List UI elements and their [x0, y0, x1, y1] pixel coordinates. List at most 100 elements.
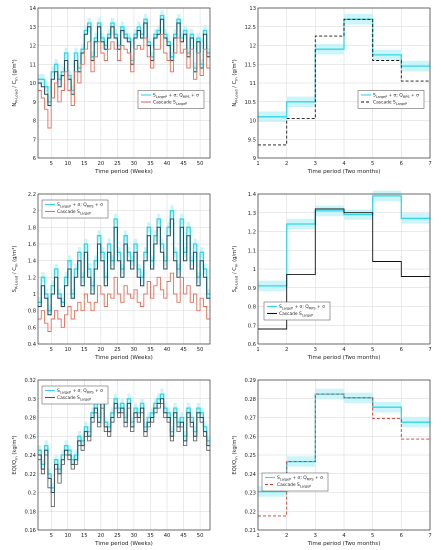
x-axis-label: Time period (Weeks)	[94, 169, 153, 175]
x-axis-label: Time period (Two months)	[307, 355, 381, 361]
y-tick-label: 0.24	[244, 472, 256, 478]
x-tick-label: 6	[400, 347, 403, 353]
legend-entry-2: Cascade SLargeP	[57, 209, 91, 216]
x-tick-label: 1	[256, 533, 259, 539]
x-tick-label: 25	[114, 161, 121, 167]
x-tick-label: 30	[131, 533, 138, 539]
x-tick-label: 30	[131, 161, 138, 167]
y-tick-label: 1.8	[28, 225, 36, 231]
y-tick-label: 1.2	[28, 275, 36, 281]
x-tick-label: 10	[64, 347, 71, 353]
x-tick-label: 3	[314, 347, 317, 353]
legend-entry-1: SLargeP + σ; QMPS + σ	[373, 93, 419, 100]
y-tick-label: 10.5	[244, 100, 256, 106]
chart-panel-weekly-2: 0.4 0.6 0.8 1 1.2 1.4 1.6 1.8 2 2.2 5 10 15 20 25 30 35 4…	[12, 192, 211, 361]
legend-entry-1: SLargeP + σ; QMPS + σ	[57, 388, 103, 395]
y-tick-label: 10	[29, 81, 36, 87]
y-tick-label: 1.2	[248, 230, 256, 236]
y-tick-label: 0.9	[248, 286, 256, 292]
x-tick-label: 35	[147, 347, 154, 353]
x-tick-label: 45	[180, 347, 187, 353]
y-tick-label: 0.8	[248, 305, 256, 311]
y-tick-label: 12	[249, 44, 256, 50]
y-tick-label: 9	[33, 100, 36, 106]
y-tick-label: 14	[29, 6, 36, 12]
y-tick-label: 0.29	[244, 378, 256, 384]
y-axis-label: EQI/Qin (kg/m³)	[12, 435, 19, 474]
chart-panel-weekly-3: 0.16 0.18 0.2 0.22 0.24 0.26 0.28 0.3 0.32 5 10 15 2…	[12, 378, 211, 547]
x-tick-label: 5	[371, 161, 374, 167]
x-tick-label: 20	[98, 347, 105, 353]
y-axis-label: SR-Load / Cin (g/m³)	[232, 246, 239, 293]
y-axis-label: NR-Load / Cin (g/m³)	[12, 59, 19, 106]
y-tick-label: 13	[29, 25, 36, 31]
plot-frame	[37, 379, 211, 531]
y-axis-label: SR-Load / Cin (g/m³)	[12, 246, 19, 293]
chart-panel-bimonthly-3: 0.21 0.22 0.23 0.24 0.25 0.26 0.27 0.28 0.29 1 2 3 4…	[232, 378, 432, 547]
x-tick-label: 10	[64, 161, 71, 167]
x-tick-label: 25	[114, 533, 121, 539]
y-tick-label: 0.2	[28, 491, 36, 497]
legend-entry-2: Cascade SLargeP	[277, 482, 311, 489]
plot-frame	[37, 193, 211, 345]
x-tick-label: 50	[197, 533, 204, 539]
y-axis-label: EQI/Qin (kg/m³)	[232, 435, 239, 474]
x-tick-label: 15	[81, 161, 88, 167]
x-tick-label: 3	[314, 161, 317, 167]
x-tick-label: 35	[147, 161, 154, 167]
y-tick-label: 13	[249, 6, 256, 12]
x-tick-label: 15	[81, 533, 88, 539]
legend-box	[261, 472, 329, 492]
series-line-2	[258, 208, 430, 330]
y-tick-label: 0.24	[24, 453, 36, 459]
x-tick-label: 7	[428, 347, 431, 353]
x-tick-label: 5	[50, 161, 53, 167]
x-tick-label: 25	[114, 347, 121, 353]
y-tick-label: 0.18	[24, 509, 36, 515]
legend-box	[137, 90, 205, 109]
y-tick-label: 0.8	[28, 309, 36, 315]
x-axis-label: Time period (Two months)	[307, 169, 381, 175]
y-tick-label: 0.26	[24, 434, 36, 440]
x-tick-label: 3	[314, 533, 317, 539]
series-line-1	[258, 393, 430, 493]
x-tick-label: 30	[131, 347, 138, 353]
x-tick-label: 45	[180, 161, 187, 167]
x-tick-label: 2	[285, 533, 288, 539]
y-tick-label: 12.5	[244, 25, 256, 31]
x-tick-label: 2	[285, 161, 288, 167]
y-tick-label: 0.3	[28, 397, 36, 403]
y-tick-label: 0.21	[244, 528, 256, 534]
x-tick-label: 40	[164, 347, 171, 353]
y-tick-label: 0.22	[244, 509, 256, 515]
x-tick-label: 15	[81, 347, 88, 353]
y-tick-label: 8	[33, 119, 36, 125]
legend-entry-1: SLargeP + σ; QMPS + σ	[153, 93, 199, 100]
legend-box	[41, 199, 109, 219]
x-axis-label: Time period (Weeks)	[94, 541, 153, 547]
y-tick-label: 0.23	[244, 491, 256, 497]
y-tick-label: 2	[33, 209, 36, 215]
x-tick-label: 40	[164, 533, 171, 539]
x-tick-label: 1	[256, 161, 259, 167]
y-tick-label: 11.5	[244, 62, 256, 68]
x-tick-label: 5	[371, 347, 374, 353]
x-tick-label: 40	[164, 161, 171, 167]
legend-entry-2: Cascade SLargeP	[57, 395, 91, 402]
series-line-3	[38, 33, 210, 129]
series-line-2	[258, 18, 430, 146]
x-tick-label: 20	[98, 161, 105, 167]
series-line-3	[38, 272, 210, 332]
y-tick-label: 1	[253, 267, 256, 273]
legend-box	[41, 385, 109, 405]
x-tick-label: 50	[197, 161, 204, 167]
x-tick-label: 7	[428, 533, 431, 539]
y-tick-label: 1.6	[28, 242, 36, 248]
x-tick-label: 10	[64, 533, 71, 539]
x-axis-label: Time period (Weeks)	[94, 355, 153, 361]
y-tick-label: 0.32	[24, 378, 36, 384]
